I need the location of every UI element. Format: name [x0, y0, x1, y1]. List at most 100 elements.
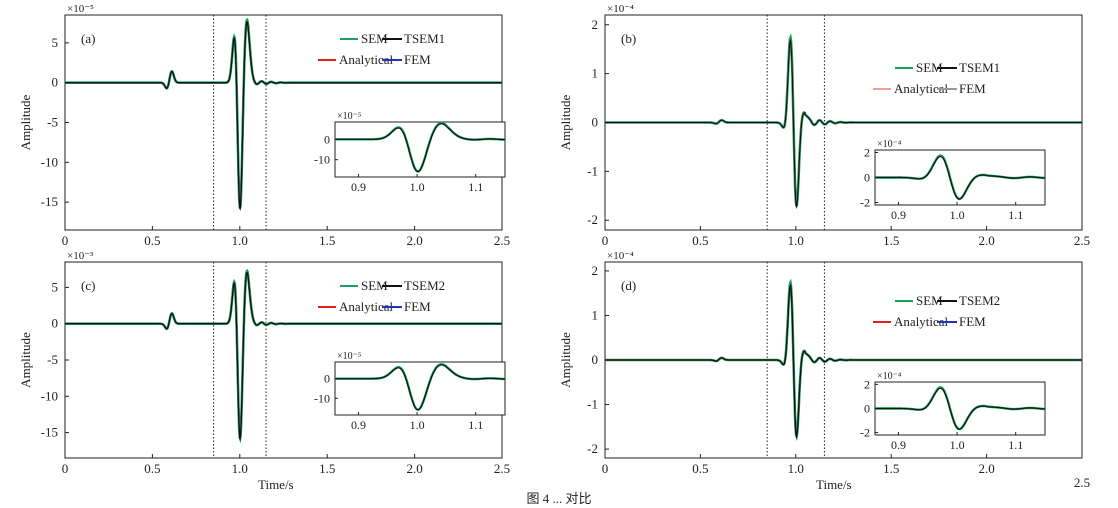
y-axis-label: Amplitude	[18, 332, 33, 388]
exponent-label: ×10⁻⁵	[67, 3, 94, 15]
inset-x-tick-label: 1.0	[950, 208, 965, 222]
inset-y-tick-label: -2	[860, 196, 870, 210]
x-tick-label: 2.5	[1074, 233, 1090, 248]
series-line-tsem1	[65, 20, 502, 211]
y-tick-label: 1	[592, 66, 599, 81]
inset-y-tick-label: 0	[324, 372, 330, 386]
inset-chart: 0.9 1.0 1.1 2 0 -2 ×10⁻⁴	[860, 139, 1046, 222]
legend-label: SEM	[361, 31, 388, 46]
x-tick-label: 0.5	[144, 461, 160, 476]
inset-x-tick-label: 1.1	[1008, 208, 1023, 222]
x-tick-label: 1.0	[232, 233, 248, 248]
inset-x-tick-label: 0.9	[351, 418, 366, 432]
x-tick-label: 2.5	[494, 233, 510, 248]
y-axis-label: Amplitude	[558, 94, 573, 150]
panel-label: (b)	[621, 31, 636, 46]
y-tick-label: 1	[592, 307, 599, 322]
y-axis-label: Amplitude	[558, 332, 573, 388]
inset-x-tick-label: 0.9	[351, 180, 366, 194]
x-tick-label: 2.0	[406, 461, 422, 476]
exponent-label: ×10⁻⁴	[607, 250, 634, 262]
legend-label: TSEM1	[959, 60, 1000, 75]
series-line-tsem2	[65, 271, 502, 441]
inset-exponent-label: ×10⁻⁴	[877, 371, 902, 382]
y-tick-label: -10	[41, 388, 58, 403]
inset-x-tick-label: 1.0	[950, 438, 965, 452]
x-tick-label: 0.5	[692, 461, 708, 476]
x-tick-label: 0	[602, 233, 609, 248]
legend-label: Analytical	[339, 299, 394, 314]
inset-chart: 0.9 1.0 1.1 2 0 -2 ×10⁻⁴	[860, 371, 1046, 452]
y-tick-label: 5	[52, 35, 59, 50]
x-tick-label: 0	[62, 461, 69, 476]
y-tick-label: -2	[587, 441, 598, 456]
y-axis-label: Amplitude	[18, 94, 33, 150]
series-line-tsem1	[605, 38, 1082, 209]
y-tick-label: 5	[52, 279, 59, 294]
panel-label: (a)	[81, 31, 95, 46]
series-line-analytical	[65, 20, 502, 211]
series-line-tsem2	[605, 283, 1082, 439]
x-tick-label: 1.5	[883, 233, 899, 248]
y-tick-label: -10	[41, 154, 58, 169]
inset-exponent-label: ×10⁻⁵	[337, 111, 361, 122]
legend-label: Analytical	[339, 52, 394, 67]
legend-label: TSEM2	[959, 293, 1000, 308]
x-tick-label: 2.0	[406, 233, 422, 248]
inset-x-tick-label: 1.0	[410, 180, 425, 194]
inset-x-tick-label: 1.0	[410, 418, 425, 432]
legend-label: FEM	[959, 81, 986, 96]
inset-y-tick-label: 0	[324, 132, 330, 146]
panel-label: (c)	[81, 278, 95, 293]
y-tick-label: 0	[52, 316, 59, 331]
x-tick-label: 1.0	[788, 461, 804, 476]
y-tick-label: 0	[52, 75, 59, 90]
y-tick-label: -15	[41, 194, 58, 209]
inset-y-tick-label: -10	[314, 391, 330, 405]
series-line-fem	[65, 20, 502, 211]
y-tick-label: 2	[592, 17, 599, 32]
legend-label: SEM	[361, 278, 388, 293]
y-tick-label: -5	[47, 352, 58, 367]
inset-y-tick-label: -10	[314, 153, 330, 167]
legend-label: Analytical	[894, 314, 949, 329]
x-tick-label: 2.0	[978, 461, 994, 476]
x-tick-label: 1.0	[232, 461, 248, 476]
y-tick-label: -5	[47, 115, 58, 130]
x-tick-label: 0	[62, 233, 69, 248]
inset-chart: 0.9 1.0 1.1 0 -10 ×10⁻⁵	[314, 111, 506, 194]
x-tick-label: 0.5	[144, 233, 160, 248]
inset-x-tick-label: 0.9	[891, 208, 906, 222]
inset-series-line-tsem1	[335, 123, 505, 173]
x-tick-label: 0	[602, 461, 609, 476]
inset-exponent-label: ×10⁻⁵	[337, 351, 361, 362]
x-tick-label: 1.5	[883, 461, 899, 476]
inset-y-tick-label: 2	[864, 377, 870, 391]
inset-y-tick-label: 2	[864, 146, 870, 160]
x-tick-label: 0.5	[692, 233, 708, 248]
exponent-label: ×10⁻³	[67, 250, 94, 262]
inset-exponent-label: ×10⁻⁴	[877, 139, 902, 150]
inset-series-line-tsem2	[335, 364, 505, 411]
inset-y-tick-label: 0	[864, 171, 870, 185]
legend-label: SEM	[916, 60, 943, 75]
figure-caption: 图 4 ... 对比	[526, 491, 592, 506]
chart-panel: 0 0.5 1.0 1.5 2.0 2.5 5 0 -5 -10 -15 ×10⁻⁵ Amplitude…	[18, 3, 510, 248]
x-tick-label: 1.5	[319, 233, 335, 248]
legend-label: TSEM1	[404, 31, 445, 46]
x-tick-label: 2.5	[1074, 475, 1090, 490]
y-tick-label: 2	[592, 263, 599, 278]
y-tick-label: 0	[592, 115, 599, 130]
inset-x-tick-label: 1.1	[1008, 438, 1023, 452]
legend-label: FEM	[959, 314, 986, 329]
y-tick-label: -15	[41, 425, 58, 440]
inset-x-tick-label: 1.1	[468, 418, 483, 432]
x-tick-label: 2.0	[978, 233, 994, 248]
y-tick-label: -1	[587, 163, 598, 178]
inset-x-tick-label: 0.9	[891, 438, 906, 452]
inset-y-tick-label: -2	[860, 426, 870, 440]
x-axis-label: Time/s	[816, 477, 852, 492]
chart-panel: 0 0.5 1.0 1.5 2.0 2.5 5 0 -5 -10 -15 ×10⁻³ Amplitude…	[18, 250, 510, 492]
exponent-label: ×10⁻⁴	[607, 3, 634, 15]
